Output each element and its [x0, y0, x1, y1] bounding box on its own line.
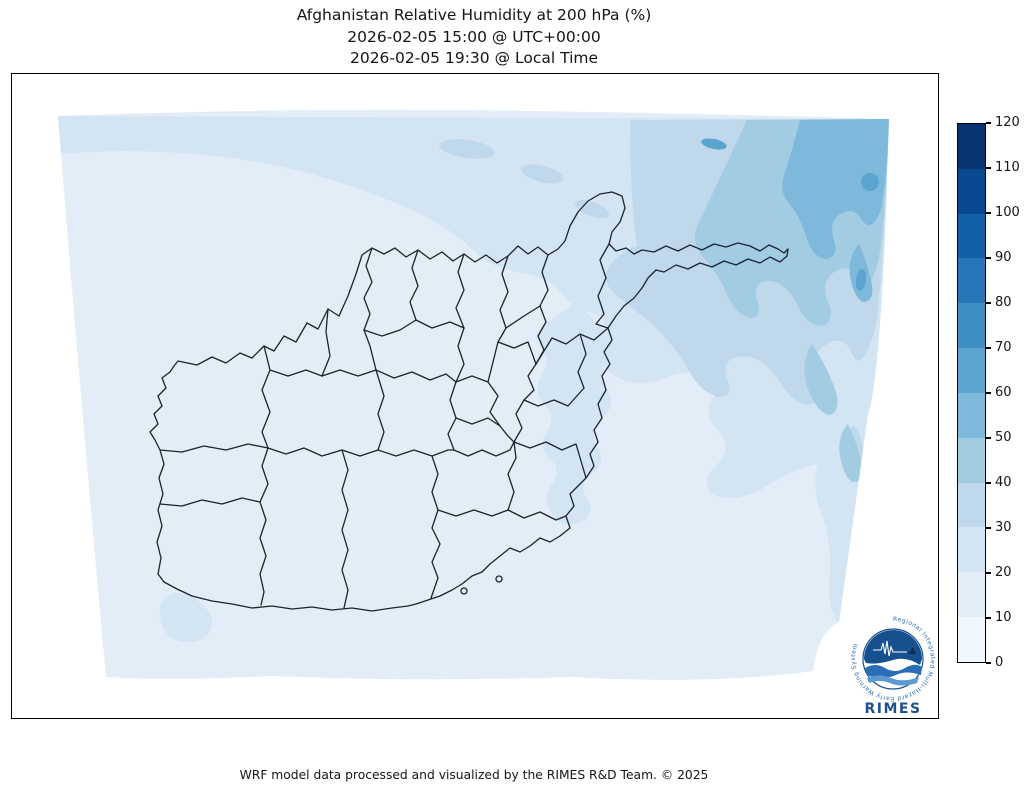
colorbar-tick-label: 50	[995, 430, 1012, 445]
contour-band-20-30-southwest-blob	[159, 592, 213, 643]
colorbar-tick-label: 10	[995, 610, 1012, 625]
country-outline	[149, 191, 789, 612]
enclave-circle	[495, 575, 503, 583]
colorbar-tick-mark	[986, 617, 991, 619]
colorbar-segment	[958, 303, 985, 349]
map-canvas	[58, 109, 889, 680]
contour-streak-30-40-c	[574, 199, 610, 219]
seismograph-icon	[873, 640, 907, 657]
colorbar-segment	[958, 392, 985, 438]
colorbar-tick-label: 120	[995, 115, 1020, 130]
colorbar-segment	[958, 213, 985, 259]
contour-streak-30-40-b	[520, 164, 564, 184]
colorbar-tick-label: 20	[995, 565, 1012, 580]
figure-title-line3: 2026-02-05 19:30 @ Local Time	[349, 49, 599, 67]
contour-spot-60-70-b	[701, 138, 727, 150]
colorbar-tick-label: 110	[995, 160, 1020, 175]
colorbar-tick-mark	[986, 527, 991, 529]
contour-streak-40-50-b	[839, 424, 863, 482]
rimes-logo-wordmark: RIMES	[864, 701, 921, 717]
colorbar-tick-mark	[986, 302, 991, 304]
colorbar-segment	[958, 437, 985, 483]
mountain-icon	[864, 630, 922, 665]
colorbar-segment	[958, 482, 985, 528]
colorbar-tick-mark	[986, 392, 991, 394]
wave-icon-2	[867, 675, 919, 686]
colorbar-segment	[958, 348, 985, 393]
enclave-circle	[460, 587, 468, 595]
colorbar-segment	[958, 168, 985, 214]
colorbar-tick-label: 60	[995, 385, 1012, 400]
colorbar-tick-mark	[986, 167, 991, 169]
colorbar-tick-label: 80	[995, 295, 1012, 310]
figure-title-line1: Afghanistan Relative Humidity at 200 hPa…	[296, 6, 652, 24]
climber-icon	[908, 647, 916, 654]
colorbar-segment	[958, 572, 985, 618]
colorbar-tick-mark	[986, 482, 991, 484]
colorbar	[957, 123, 986, 663]
rimes-logo: Regional Integrated Multi-Hazard Early W…	[848, 614, 938, 717]
contour-band-50-60	[782, 119, 889, 259]
colorbar-tick-label: 70	[995, 340, 1012, 355]
colorbar-tick-mark	[986, 212, 991, 214]
colorbar-ticks: 0 10 20 30 40 50 60 70 80 90 100 110 120	[986, 115, 1030, 670]
figure-title-line2: 2026-02-05 15:00 @ UTC+00:00	[347, 27, 601, 46]
footer-credit: WRF model data processed and visualized …	[239, 768, 709, 782]
contour-streak-40-50-a	[804, 344, 838, 415]
map-axes: Regional Integrated Multi-Hazard Early W…	[11, 73, 939, 719]
colorbar-segment	[958, 527, 985, 573]
figure-title: Afghanistan Relative Humidity at 200 hPa…	[11, 5, 937, 70]
colorbar-tick-mark	[986, 257, 991, 259]
colorbar-segment	[958, 617, 985, 662]
colorbar-tick-label: 100	[995, 205, 1020, 220]
colorbar-tick-label: 40	[995, 475, 1012, 490]
colorbar-tick-label: 0	[995, 655, 1004, 670]
colorbar-segment	[958, 258, 985, 304]
contour-streak-30-40-a	[439, 139, 495, 159]
contour-spot-60-70-c	[855, 269, 867, 291]
colorbar-tick-mark	[986, 572, 991, 574]
colorbar-tick-label: 90	[995, 250, 1012, 265]
wave-icon	[865, 664, 922, 678]
colorbar-tick-mark	[986, 347, 991, 349]
contour-spot-60-70-a	[861, 173, 879, 191]
colorbar-tick-mark	[986, 122, 991, 124]
colorbar-tick-mark	[986, 662, 991, 664]
colorbar-tick-mark	[986, 437, 991, 439]
colorbar-tick-label: 30	[995, 520, 1012, 535]
colorbar-segment	[958, 124, 985, 169]
province-borders	[149, 191, 789, 612]
